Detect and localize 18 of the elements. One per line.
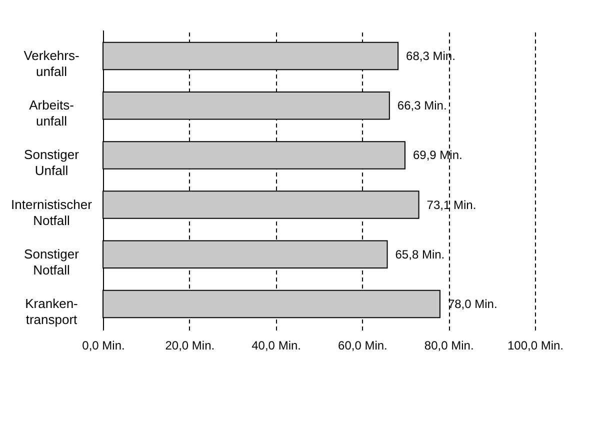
data-label: 69,9 Min.: [412, 148, 462, 162]
y-tick-label: Sonstiger Notfall: [24, 246, 80, 278]
data-label: 73,1 Min.: [426, 198, 476, 212]
data-label: 68,3 Min.: [406, 49, 456, 64]
y-tick-label: Arbeits- unfall: [29, 98, 74, 129]
data-label: 78,0 Min.: [448, 296, 498, 311]
x-tick-label: 60,0 Min.: [338, 338, 388, 352]
x-tick-label: 0,0 Min.: [82, 338, 125, 352]
data-label: 65,8 Min.: [395, 247, 445, 262]
data-label: 66,3 Min.: [397, 98, 447, 113]
x-tick-label: 40,0 Min.: [252, 338, 301, 352]
y-tick-label: Sonstiger Unfall: [24, 147, 80, 178]
y-tick-label: Kranken- transport: [25, 296, 78, 327]
x-tick-label: 100,0 Min.: [507, 338, 564, 352]
y-tick-label: Internistischer Notfall: [11, 196, 93, 228]
x-tick-label: 20,0 Min.: [165, 338, 215, 352]
y-tick-label: Verkehrs- unfall: [24, 48, 80, 80]
x-tick-label: 80,0 Min.: [424, 338, 474, 352]
